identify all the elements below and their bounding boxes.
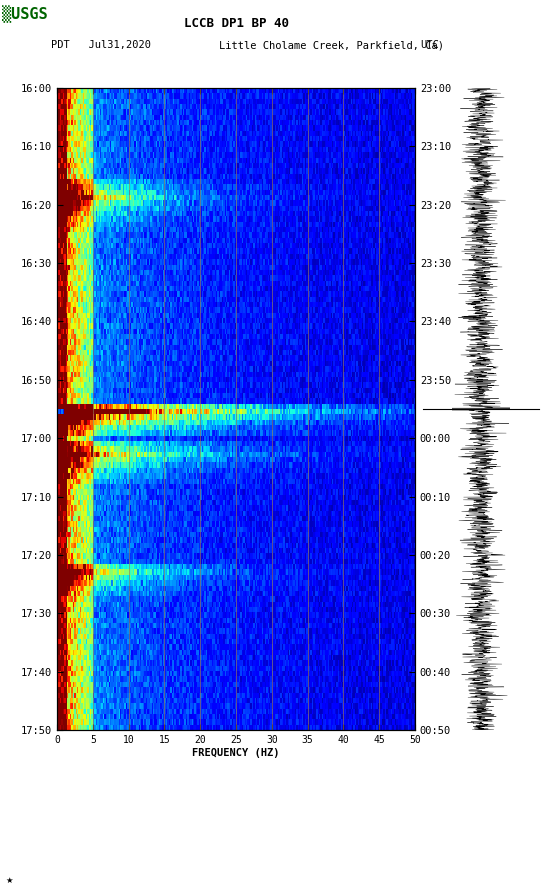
Text: UTC: UTC: [421, 40, 439, 50]
Text: PDT   Jul31,2020: PDT Jul31,2020: [51, 40, 151, 50]
Text: ★: ★: [6, 876, 13, 885]
X-axis label: FREQUENCY (HZ): FREQUENCY (HZ): [192, 747, 280, 757]
Text: LCCB DP1 BP 40: LCCB DP1 BP 40: [183, 17, 289, 30]
Text: Little Cholame Creek, Parkfield, Ca): Little Cholame Creek, Parkfield, Ca): [220, 40, 444, 50]
Text: ▒USGS: ▒USGS: [2, 5, 47, 22]
